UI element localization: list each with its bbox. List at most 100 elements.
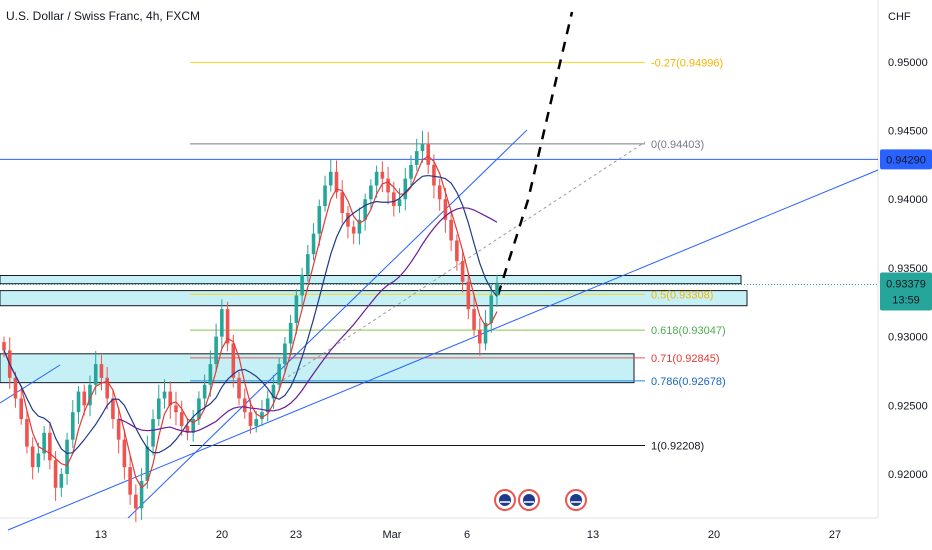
candle-body xyxy=(386,178,390,193)
candle-body xyxy=(300,274,304,296)
candle-body xyxy=(122,439,127,468)
countdown-label: 13:59 xyxy=(892,295,920,307)
x-tick-label: Mar xyxy=(383,529,402,541)
candle-body xyxy=(59,474,64,488)
fib-level-label: 0.786(0.92678) xyxy=(651,376,726,388)
candle-body xyxy=(145,446,150,481)
candle-body xyxy=(185,425,190,433)
y-tick-label: 0.92500 xyxy=(888,400,928,412)
candle-body xyxy=(25,419,29,447)
x-tick-label: 13 xyxy=(587,529,599,541)
trendline-long xyxy=(7,169,879,531)
fib-level-label: 0.71(0.92845) xyxy=(651,353,720,365)
candle-body xyxy=(489,295,494,323)
candle-body xyxy=(392,192,396,207)
candle-body xyxy=(346,212,350,227)
y-tick-label: 0.93000 xyxy=(888,332,928,344)
y-tick-label: 0.94000 xyxy=(888,194,928,206)
fib-level-label: 0.5(0.93308) xyxy=(651,289,713,301)
candle-body xyxy=(151,419,155,447)
candle-body xyxy=(283,343,287,365)
candle-body xyxy=(403,178,408,200)
candle-body xyxy=(88,384,92,406)
candle-body xyxy=(162,391,167,399)
projection-path xyxy=(496,11,574,296)
candle-body xyxy=(397,199,402,207)
candle-body xyxy=(432,164,436,186)
candle-body xyxy=(311,233,316,255)
event-flag-icon xyxy=(565,489,587,511)
candle-body xyxy=(156,398,161,420)
candle-body xyxy=(248,412,253,426)
fib-level-label: 0(0.94403) xyxy=(651,139,704,151)
candle-body xyxy=(48,432,52,461)
fib-level-label: 0.618(0.93047) xyxy=(651,325,726,337)
event-flag-icon xyxy=(518,489,540,511)
candle-body xyxy=(42,432,46,454)
y-tick-label: 0.95000 xyxy=(888,57,928,69)
support-resistance-zone xyxy=(0,274,742,285)
candle-body xyxy=(277,364,281,385)
candle-body xyxy=(53,460,58,488)
candle-body xyxy=(374,171,379,186)
x-tick-label: 20 xyxy=(708,529,720,541)
candle-body xyxy=(260,412,264,420)
candle-body xyxy=(174,405,178,413)
candle-body xyxy=(472,309,476,330)
candle-body xyxy=(237,377,241,399)
fib-level-label: -0.27(0.94996) xyxy=(651,57,723,69)
candle-body xyxy=(82,391,87,406)
candle-body xyxy=(225,309,230,344)
candle-body xyxy=(294,295,299,323)
candle-body xyxy=(340,192,345,213)
candle-body xyxy=(168,391,173,406)
candle-body xyxy=(70,412,75,440)
candle-body xyxy=(443,199,448,220)
currency-label: CHF xyxy=(888,11,911,23)
candle-body xyxy=(495,284,499,296)
x-tick-label: 23 xyxy=(290,529,302,541)
candle-body xyxy=(323,185,327,207)
candle-body xyxy=(30,446,35,468)
candle-body xyxy=(363,199,367,220)
candle-body xyxy=(134,494,138,509)
candle-body xyxy=(288,322,293,344)
fib-level-label: 1(0.92208) xyxy=(651,440,704,452)
candle-body xyxy=(334,171,339,193)
support-resistance-zone xyxy=(0,290,748,307)
candle-body xyxy=(93,364,98,385)
trendline-steep xyxy=(127,129,528,519)
candle-body xyxy=(65,439,69,475)
x-tick-label: 27 xyxy=(829,529,841,541)
candle-body xyxy=(409,164,413,179)
candle-body xyxy=(437,185,442,200)
current-price-label: 0.93379 xyxy=(886,279,926,291)
candle-body xyxy=(197,398,201,420)
current-price-tag xyxy=(880,272,932,311)
candle-body xyxy=(191,419,195,433)
candle-body xyxy=(369,185,373,200)
candle-body xyxy=(357,219,362,234)
candle-body xyxy=(328,171,333,186)
trendline-dotted xyxy=(282,141,646,381)
candle-body xyxy=(426,144,431,165)
resistance-price-label: 0.94290 xyxy=(886,154,926,166)
candle-body xyxy=(111,398,115,420)
candle-body xyxy=(214,336,218,365)
candle-body xyxy=(466,281,471,310)
candle-body xyxy=(105,377,109,399)
candle-body xyxy=(231,343,236,378)
candle-body xyxy=(99,364,104,378)
candle-body xyxy=(317,206,322,234)
candle-body xyxy=(36,453,41,468)
candle-body xyxy=(460,261,465,282)
candle-body xyxy=(478,329,482,344)
candle-body xyxy=(202,384,207,399)
candle-body xyxy=(380,171,385,179)
event-flag-center xyxy=(570,494,582,506)
candle-body xyxy=(220,309,224,337)
candle-body xyxy=(2,342,6,351)
candle-body xyxy=(242,398,247,413)
candle-body xyxy=(254,419,259,426)
candle-body xyxy=(116,419,121,440)
